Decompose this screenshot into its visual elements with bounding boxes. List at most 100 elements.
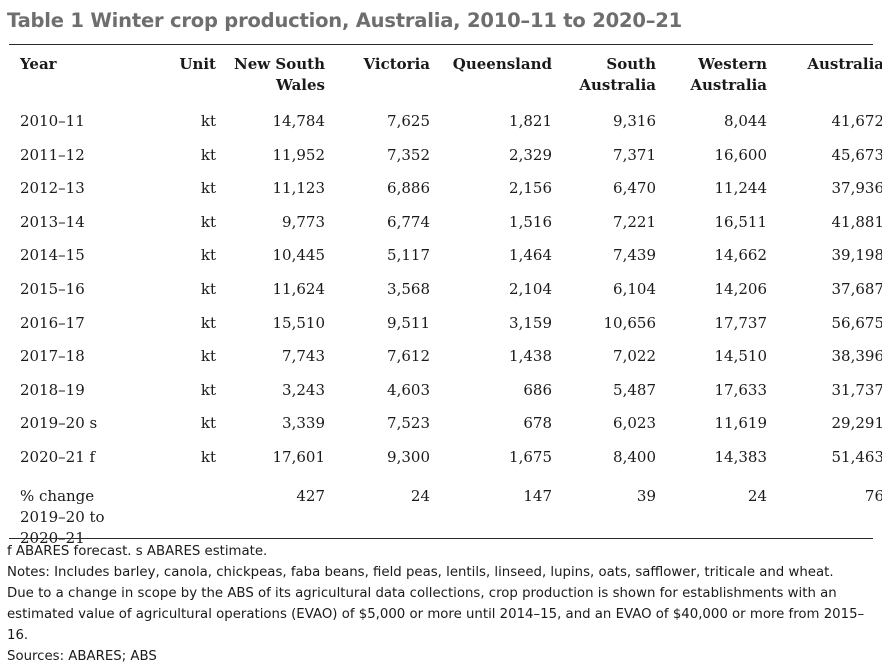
cell-sa: 6,470 xyxy=(613,179,656,198)
cell-unit: kt xyxy=(200,212,216,231)
table-notes: f ABARES forecast. s ABARES estimate. No… xyxy=(7,541,875,667)
cell-nsw: 9,773 xyxy=(282,212,325,231)
cell-sa: 7,371 xyxy=(613,145,656,164)
table-header: Year Unit New South Wales Victoria Queen… xyxy=(9,50,882,110)
cell-sa: 9,316 xyxy=(613,112,656,130)
cell-vic: 6,774 xyxy=(387,212,430,231)
cell-australia: 76 xyxy=(864,486,882,505)
cell-australia: 41,672 xyxy=(831,112,882,130)
header-queensland: Queensland xyxy=(452,55,552,73)
cell-wa: 14,206 xyxy=(714,279,768,298)
header-south-australia: South Australia xyxy=(552,50,656,110)
cell-australia: 41,881 xyxy=(831,212,882,231)
table-row: 2020–21 f kt 17,601 9,300 1,675 8,400 14… xyxy=(9,446,882,480)
cell-year: 2019–20 s xyxy=(20,414,98,433)
table-body: 2010–11 kt 14,784 7,625 1,821 9,316 8,04… xyxy=(9,110,882,558)
cell-nsw: 427 xyxy=(296,486,325,505)
cell-sa: 5,487 xyxy=(613,380,656,399)
cell-qld: 1,821 xyxy=(509,112,552,130)
cell-qld: 3,159 xyxy=(509,313,552,332)
cell-australia: 56,675 xyxy=(831,313,882,332)
percent-change-label: % change 2019–20 to 2020–21 xyxy=(9,480,146,558)
cell-vic: 5,117 xyxy=(387,246,430,265)
cell-unit: kt xyxy=(200,112,216,130)
cell-australia: 51,463 xyxy=(831,447,882,466)
cell-wa: 24 xyxy=(747,486,767,505)
header-nsw-line2: Wales xyxy=(276,76,325,94)
table-row: 2015–16 kt 11,624 3,568 2,104 6,104 14,2… xyxy=(9,278,882,312)
cell-vic: 7,523 xyxy=(387,414,430,433)
header-row: Year Unit New South Wales Victoria Queen… xyxy=(9,50,882,110)
table-bottom-rule xyxy=(9,538,873,539)
cell-nsw: 11,952 xyxy=(272,145,326,164)
cell-vic: 7,625 xyxy=(387,112,430,130)
cell-qld: 2,156 xyxy=(509,179,552,198)
cell-qld: 1,464 xyxy=(509,246,552,265)
cell-qld: 1,675 xyxy=(509,447,552,466)
cell-nsw: 7,743 xyxy=(282,347,325,366)
header-victoria: Victoria xyxy=(363,55,430,73)
table-row: 2018–19 kt 3,243 4,603 686 5,487 17,633 … xyxy=(9,379,882,413)
percent-change-row: % change 2019–20 to 2020–21 427 24 147 3… xyxy=(9,480,882,558)
header-wa-line2: Australia xyxy=(690,76,767,94)
cell-unit: kt xyxy=(200,179,216,198)
cell-qld: 678 xyxy=(523,414,552,433)
cell-nsw: 17,601 xyxy=(272,447,326,466)
cell-australia: 29,291 xyxy=(831,414,882,433)
cell-qld: 686 xyxy=(523,380,552,399)
header-unit: Unit xyxy=(179,55,216,73)
cell-vic: 9,511 xyxy=(387,313,430,332)
cell-sa: 8,400 xyxy=(613,447,656,466)
cell-qld: 147 xyxy=(523,486,552,505)
cell-vic: 4,603 xyxy=(387,380,430,399)
cell-australia: 31,737 xyxy=(831,380,882,399)
table-row: 2012–13 kt 11,123 6,886 2,156 6,470 11,2… xyxy=(9,177,882,211)
header-australia: Australia xyxy=(807,55,882,73)
cell-australia: 37,687 xyxy=(831,279,882,298)
percent-change-label-line3: 2020–21 xyxy=(20,528,85,547)
cell-wa: 14,510 xyxy=(714,347,768,366)
cell-sa: 6,104 xyxy=(613,279,656,298)
percent-change-label-line1: % change xyxy=(20,486,95,505)
cell-nsw: 11,123 xyxy=(272,179,326,198)
cell-unit: kt xyxy=(200,380,216,399)
table-row: 2017–18 kt 7,743 7,612 1,438 7,022 14,51… xyxy=(9,345,882,379)
header-sa-line1: South xyxy=(606,55,656,73)
header-sa-line2: Australia xyxy=(579,76,656,94)
table-row: 2013–14 kt 9,773 6,774 1,516 7,221 16,51… xyxy=(9,211,882,245)
cell-year: 2017–18 xyxy=(20,347,85,366)
cell-wa: 16,600 xyxy=(714,145,768,164)
cell-year: 2018–19 xyxy=(20,380,85,399)
header-wa-line1: Western xyxy=(698,55,767,73)
winter-crop-production-table: Year Unit New South Wales Victoria Queen… xyxy=(9,50,882,558)
cell-sa: 7,221 xyxy=(613,212,656,231)
cell-year: 2013–14 xyxy=(20,212,85,231)
table-row: 2010–11 kt 14,784 7,625 1,821 9,316 8,04… xyxy=(9,110,882,144)
cell-unit: kt xyxy=(200,279,216,298)
table-top-rule xyxy=(9,44,873,45)
cell-unit: kt xyxy=(200,447,216,466)
cell-qld: 2,329 xyxy=(509,145,552,164)
cell-wa: 11,619 xyxy=(714,414,768,433)
cell-wa: 17,633 xyxy=(714,380,768,399)
cell-vic: 6,886 xyxy=(387,179,430,198)
notes-includes: Notes: Includes barley, canola, chickpea… xyxy=(7,565,834,580)
cell-unit: kt xyxy=(200,347,216,366)
cell-year: 2016–17 xyxy=(20,313,85,332)
cell-sa: 7,439 xyxy=(613,246,656,265)
cell-nsw: 14,784 xyxy=(272,112,326,130)
cell-year: 2020–21 f xyxy=(20,447,96,466)
header-year: Year xyxy=(20,55,57,73)
cell-vic: 7,352 xyxy=(387,145,430,164)
footnote-legend: f ABARES forecast. s ABARES estimate. xyxy=(7,544,268,559)
cell-year: 2010–11 xyxy=(20,112,85,130)
header-western-australia: Western Australia xyxy=(656,50,767,110)
cell-australia: 39,198 xyxy=(831,246,882,265)
cell-vic: 7,612 xyxy=(387,347,430,366)
cell-qld: 1,516 xyxy=(509,212,552,231)
table-title: Table 1 Winter crop production, Australi… xyxy=(7,9,682,32)
cell-wa: 14,383 xyxy=(714,447,768,466)
cell-nsw: 10,445 xyxy=(272,246,326,265)
cell-unit: kt xyxy=(200,145,216,164)
